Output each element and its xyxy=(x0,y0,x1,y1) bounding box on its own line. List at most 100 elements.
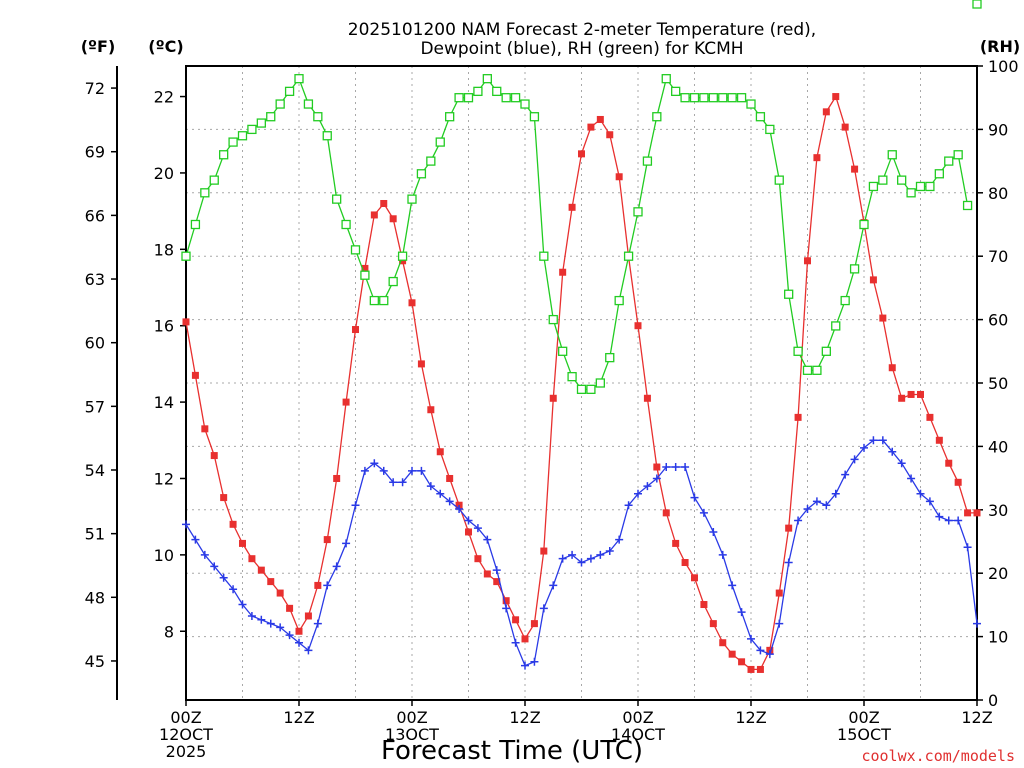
temperature-point xyxy=(738,658,746,666)
temperature-point xyxy=(229,520,237,528)
dewpoint-point xyxy=(634,489,642,498)
rh-point xyxy=(200,188,210,198)
dewpoint-point xyxy=(426,482,435,491)
temperature-point xyxy=(239,539,246,547)
temperature-point xyxy=(408,299,416,307)
rh-point xyxy=(275,99,285,109)
rh-point xyxy=(652,112,662,122)
rh-tick-label: 10 xyxy=(988,628,1008,647)
temperature-point xyxy=(691,574,698,582)
rh-point xyxy=(605,352,615,363)
rh-point xyxy=(350,245,361,255)
time-tick-label: 12Z xyxy=(961,708,992,727)
rh-point xyxy=(322,131,332,141)
dewpoint-point xyxy=(728,581,737,590)
dewpoint-point xyxy=(916,489,925,498)
rh-point xyxy=(915,181,926,192)
temperature-point xyxy=(973,509,981,517)
dewpoint-point xyxy=(191,535,200,544)
temperature-point xyxy=(465,528,472,536)
dewpoint-point xyxy=(586,554,595,563)
series-layer xyxy=(181,0,982,673)
temperature-point xyxy=(935,436,943,444)
dewpoint-point xyxy=(737,608,746,617)
celsius-tick-label: 20 xyxy=(154,164,174,183)
dewpoint-point xyxy=(812,497,821,506)
rh-point xyxy=(680,93,690,103)
rh-point xyxy=(247,124,257,135)
fahrenheit-axis: 72 69 66 63 60 57 54 51 48 45 xyxy=(85,79,117,671)
temperature-point xyxy=(643,394,651,402)
rh-tick-label: 90 xyxy=(988,120,1008,139)
celsius-tick-label: 22 xyxy=(154,88,174,107)
temperature-point xyxy=(191,371,199,379)
celsius-unit-label: (ºC) xyxy=(148,37,183,56)
time-tick-label: 00Z xyxy=(170,708,201,727)
dewpoint-point xyxy=(963,543,972,552)
dewpoint-point xyxy=(690,493,699,502)
dewpoint-point xyxy=(182,520,190,529)
temperature-point xyxy=(851,165,859,173)
rh-point xyxy=(859,219,869,230)
dewpoint-point xyxy=(473,524,482,533)
rh-point xyxy=(397,251,408,261)
rh-point xyxy=(944,156,954,166)
dewpoint-point xyxy=(652,474,661,483)
dewpoint-point xyxy=(822,501,831,510)
dewpoint-point xyxy=(624,501,633,510)
temperature-point xyxy=(954,478,962,486)
temperature-point xyxy=(888,364,896,372)
dewpoint-point xyxy=(596,550,605,559)
dewpoint-point xyxy=(370,459,379,468)
temperature-point xyxy=(512,616,520,624)
temperature-point xyxy=(286,604,294,612)
rh-point xyxy=(416,169,427,179)
dewpoint-point xyxy=(483,535,492,544)
rh-point xyxy=(718,93,728,103)
rh-point xyxy=(887,150,897,160)
dewpoint-point xyxy=(389,478,398,487)
dewpoint-point xyxy=(841,470,850,479)
temperature-point xyxy=(775,589,783,597)
temperature-point xyxy=(342,398,350,406)
temperature-point xyxy=(869,276,877,284)
rh-point xyxy=(708,93,718,103)
rh-point xyxy=(435,137,445,147)
dewpoint-point xyxy=(784,558,793,567)
temperature-point xyxy=(917,390,924,398)
rh-point xyxy=(463,93,474,103)
temperature-point xyxy=(304,612,312,620)
dewpoint-point xyxy=(558,554,567,563)
temperature-point xyxy=(578,150,585,158)
rh-point xyxy=(934,169,944,179)
temperature-point xyxy=(446,474,454,482)
rh-point xyxy=(671,86,681,97)
rh-tick-label: 100 xyxy=(988,57,1019,76)
dewpoint-point xyxy=(351,501,360,510)
rh-tick-label: 70 xyxy=(988,247,1008,266)
rh-point xyxy=(482,74,492,84)
time-tick-label: 12Z xyxy=(283,708,314,727)
celsius-axis: 22 20 18 16 14 12 10 8 xyxy=(154,88,186,641)
series-rh xyxy=(181,0,982,394)
time-tick-label: 00Z xyxy=(396,708,427,727)
temperature-point xyxy=(945,459,953,467)
time-tick-label: 2025 xyxy=(166,742,207,761)
temperature-point xyxy=(323,536,331,544)
dewpoint-point xyxy=(954,516,963,525)
rh-point xyxy=(633,207,643,217)
time-tick-label: 14OCT xyxy=(611,725,665,744)
temperature-point xyxy=(653,463,661,471)
dewpoint-point xyxy=(238,600,247,609)
rh-point xyxy=(219,150,229,160)
rh-point xyxy=(953,150,963,160)
temperature-point xyxy=(804,257,811,265)
dewpoint-point xyxy=(878,436,887,445)
dewpoint-point xyxy=(464,516,473,525)
temperature-point xyxy=(436,448,444,456)
rh-point xyxy=(256,118,266,128)
temperature-point xyxy=(794,413,802,421)
rh-point xyxy=(661,74,671,84)
rh-point xyxy=(802,365,813,375)
temperature-point xyxy=(662,509,670,517)
